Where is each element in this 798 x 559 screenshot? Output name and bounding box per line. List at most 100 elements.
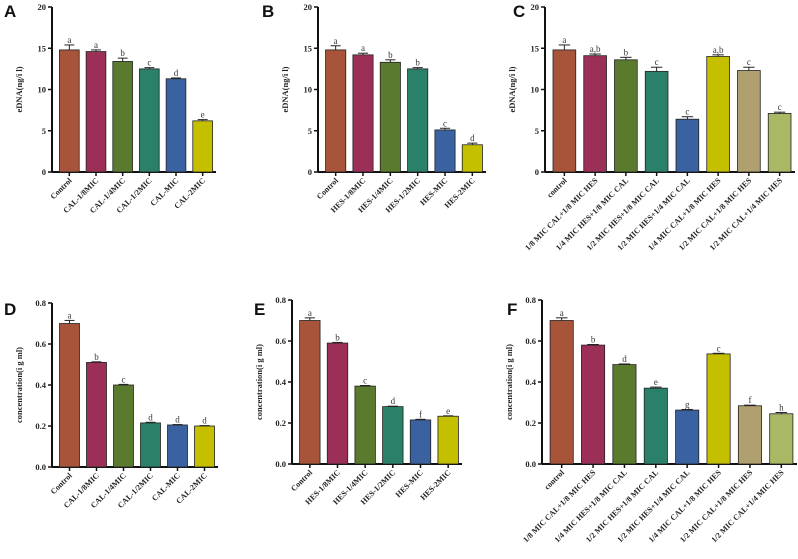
significance-letter: d <box>202 416 207 426</box>
significance-letter: d <box>470 133 475 143</box>
bar <box>706 353 731 465</box>
significance-letter: a <box>334 36 338 46</box>
bar <box>583 55 607 173</box>
significance-letter: a <box>67 35 71 45</box>
bar <box>552 49 577 173</box>
y-tick-label: 20 <box>304 2 313 12</box>
significance-letter: e <box>201 110 205 120</box>
bar <box>737 405 762 465</box>
bar <box>409 419 432 465</box>
significance-letter: c <box>363 375 367 385</box>
bar <box>612 364 637 465</box>
significance-letter: a <box>361 43 365 53</box>
bar <box>192 120 213 173</box>
y-axis-label: concentration(i g ml) <box>254 344 264 420</box>
bar <box>86 362 107 468</box>
y-tick-label: 5 <box>308 126 312 136</box>
panel-d: D 0.0 0.2 0.4 0.6 0.8 concentration(i g ml) a Co… <box>4 298 218 510</box>
y-tick-label: 10 <box>38 85 47 95</box>
panel-letter: C <box>513 2 525 21</box>
significance-letter: c <box>147 58 151 68</box>
bar <box>706 56 730 173</box>
bar <box>675 409 700 465</box>
y-tick-label: 0.4 <box>35 380 46 390</box>
significance-letter: b <box>335 332 340 342</box>
significance-letter: c <box>443 118 447 128</box>
y-tick-label: 10 <box>304 85 313 95</box>
significance-letter: a,b <box>713 45 724 55</box>
panel-f: F 0.0 0.2 0.4 0.6 0.8 concentration(i g ml) a co… <box>504 295 797 544</box>
y-tick-label: 0.8 <box>525 295 536 305</box>
significance-letter: e <box>654 377 658 387</box>
bar <box>614 59 638 173</box>
significance-letter: f <box>419 409 422 419</box>
significance-letter: a,b <box>590 44 601 54</box>
significance-letter: b <box>94 352 99 362</box>
x-tick-label: HES-2MIC <box>419 468 453 502</box>
bar <box>437 415 459 465</box>
bar <box>113 384 134 468</box>
significance-letter: d <box>175 415 180 425</box>
y-tick-label: 0.8 <box>35 298 46 308</box>
y-axis-label: eDNA(ng/i l) <box>14 66 24 112</box>
significance-letter: e <box>446 406 450 416</box>
panel-letter: A <box>4 2 16 21</box>
bar <box>194 425 215 468</box>
significance-letter: a <box>560 308 564 318</box>
bar <box>407 68 429 173</box>
significance-letter: b <box>388 50 393 60</box>
significance-letter: f <box>748 395 751 405</box>
x-tick-label: Control <box>49 176 75 202</box>
bar <box>165 78 187 173</box>
bar <box>85 51 107 173</box>
bar <box>581 344 606 465</box>
bar <box>325 49 347 173</box>
y-tick-label: 5 <box>42 126 46 136</box>
significance-letter: b <box>120 48 125 58</box>
bar <box>139 68 160 173</box>
bar <box>59 49 80 173</box>
y-tick-label: 0.0 <box>275 459 286 469</box>
bar <box>352 54 374 173</box>
significance-letter: a <box>94 40 98 50</box>
bar <box>140 422 161 468</box>
significance-letter: b <box>624 47 629 57</box>
y-axis-label: eDNA(ng/i l) <box>280 66 290 112</box>
significance-letter: a <box>562 35 566 45</box>
significance-letter: c <box>685 107 689 117</box>
bar <box>643 387 668 465</box>
significance-letter: g <box>685 399 690 409</box>
significance-letter: c <box>655 57 659 67</box>
y-tick-label: 0 <box>535 167 539 177</box>
x-tick-label: control <box>543 468 567 492</box>
bar <box>675 118 700 173</box>
y-tick-label: 10 <box>531 85 540 95</box>
y-tick-label: 0 <box>308 167 312 177</box>
y-axis-label: eDNA(ng/i l) <box>507 66 517 112</box>
bar <box>644 70 669 173</box>
significance-letter: c <box>122 374 126 384</box>
significance-letter: d <box>391 396 396 406</box>
y-tick-label: 0.6 <box>35 339 46 349</box>
y-axis-label: concentration(i g ml) <box>14 347 24 423</box>
y-tick-label: 0.2 <box>525 418 536 428</box>
x-tick-label: Control <box>315 176 341 202</box>
y-axis-label: concentration(i g ml) <box>504 344 514 420</box>
significance-letter: a <box>308 308 312 318</box>
y-tick-label: 0.6 <box>525 336 536 346</box>
significance-letter: c <box>747 57 751 67</box>
bar <box>767 113 792 173</box>
significance-letter: c <box>717 343 721 353</box>
y-tick-label: 0.0 <box>35 462 46 472</box>
y-tick-label: 5 <box>535 126 539 136</box>
bar <box>112 61 133 173</box>
panel-e: E 0.0 0.2 0.4 0.6 0.8 concentration(i g ml) a Co… <box>254 295 462 506</box>
bar <box>737 70 761 173</box>
significance-letter: d <box>622 354 627 364</box>
significance-letter: d <box>174 68 179 78</box>
bar <box>59 323 80 468</box>
